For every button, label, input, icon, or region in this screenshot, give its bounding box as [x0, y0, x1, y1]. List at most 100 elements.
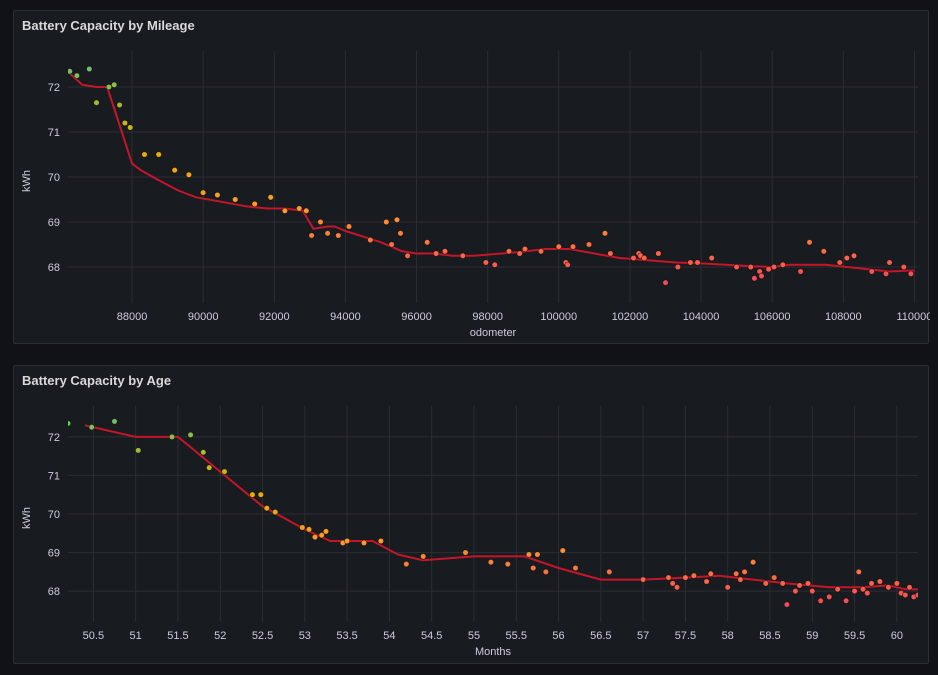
data-point[interactable]	[199, 189, 207, 196]
data-point[interactable]	[585, 241, 593, 248]
data-point[interactable]	[86, 65, 93, 73]
data-point[interactable]	[263, 504, 270, 512]
data-point[interactable]	[902, 591, 909, 599]
data-point[interactable]	[305, 526, 313, 533]
data-point[interactable]	[345, 223, 353, 230]
data-point[interactable]	[281, 207, 289, 214]
data-point[interactable]	[762, 580, 769, 587]
data-point[interactable]	[834, 585, 841, 593]
data-point[interactable]	[462, 549, 469, 556]
data-point[interactable]	[751, 275, 758, 282]
data-point[interactable]	[673, 584, 681, 591]
data-point[interactable]	[200, 449, 207, 456]
data-point[interactable]	[885, 584, 892, 591]
data-point[interactable]	[564, 261, 571, 268]
data-point[interactable]	[393, 216, 401, 223]
data-point[interactable]	[141, 151, 148, 158]
data-point[interactable]	[655, 250, 662, 257]
data-point[interactable]	[792, 587, 799, 595]
data-point[interactable]	[155, 151, 162, 158]
data-point[interactable]	[530, 564, 537, 572]
data-point[interactable]	[257, 491, 264, 498]
data-point[interactable]	[820, 248, 827, 255]
data-point[interactable]	[214, 191, 221, 199]
data-point[interactable]	[459, 252, 466, 259]
data-point[interactable]	[747, 263, 754, 271]
data-point[interactable]	[851, 587, 858, 595]
data-point[interactable]	[249, 491, 256, 498]
data-point[interactable]	[882, 270, 890, 277]
data-point[interactable]	[758, 272, 765, 280]
data-point[interactable]	[311, 533, 319, 541]
data-point[interactable]	[171, 166, 178, 174]
data-point[interactable]	[804, 580, 812, 587]
data-point[interactable]	[665, 574, 672, 581]
data-point[interactable]	[335, 232, 342, 239]
data-point[interactable]	[185, 171, 193, 178]
data-point[interactable]	[606, 568, 613, 576]
data-point[interactable]	[850, 252, 858, 259]
data-point[interactable]	[855, 568, 862, 576]
data-point[interactable]	[65, 420, 72, 427]
data-point[interactable]	[525, 551, 533, 558]
data-point[interactable]	[93, 99, 100, 106]
data-point[interactable]	[741, 568, 748, 576]
data-point[interactable]	[826, 593, 833, 601]
data-point[interactable]	[343, 537, 351, 545]
data-point[interactable]	[770, 263, 778, 271]
data-point[interactable]	[687, 259, 694, 266]
data-point[interactable]	[126, 124, 134, 131]
data-point[interactable]	[322, 528, 330, 535]
data-point[interactable]	[900, 263, 907, 271]
data-point[interactable]	[116, 101, 123, 109]
data-point[interactable]	[906, 584, 913, 591]
data-point[interactable]	[703, 578, 710, 585]
data-point[interactable]	[420, 553, 427, 560]
data-point[interactable]	[505, 248, 513, 255]
data-point[interactable]	[559, 547, 566, 554]
data-point[interactable]	[73, 72, 81, 79]
data-point[interactable]	[669, 580, 676, 587]
data-point[interactable]	[424, 239, 431, 246]
data-point[interactable]	[487, 558, 495, 566]
data-point[interactable]	[690, 572, 698, 579]
data-point[interactable]	[607, 250, 614, 257]
data-point[interactable]	[534, 551, 541, 558]
data-point[interactable]	[886, 259, 893, 266]
data-point[interactable]	[733, 263, 740, 271]
data-point[interactable]	[555, 243, 562, 250]
data-point[interactable]	[110, 81, 118, 88]
data-point[interactable]	[504, 560, 511, 568]
data-point[interactable]	[868, 268, 875, 275]
data-point[interactable]	[377, 537, 385, 545]
data-point[interactable]	[572, 564, 579, 572]
data-point[interactable]	[779, 580, 786, 587]
data-point[interactable]	[205, 464, 213, 471]
data-point[interactable]	[662, 279, 669, 286]
data-point[interactable]	[842, 597, 850, 604]
data-point[interactable]	[303, 207, 310, 214]
data-point[interactable]	[796, 582, 803, 589]
data-point[interactable]	[383, 218, 390, 226]
data-point[interactable]	[724, 584, 731, 591]
data-point[interactable]	[251, 200, 258, 208]
data-point[interactable]	[168, 433, 176, 441]
data-point[interactable]	[708, 254, 715, 262]
data-point[interactable]	[397, 230, 404, 237]
data-point[interactable]	[569, 243, 577, 250]
data-point[interactable]	[388, 241, 395, 248]
data-point[interactable]	[907, 270, 915, 277]
data-point[interactable]	[542, 568, 550, 576]
data-point[interactable]	[868, 580, 875, 587]
data-point[interactable]	[779, 261, 787, 268]
data-point[interactable]	[893, 580, 901, 587]
data-point[interactable]	[296, 205, 303, 212]
data-point[interactable]	[876, 578, 884, 585]
data-point[interactable]	[187, 431, 194, 439]
data-point[interactable]	[771, 574, 778, 581]
data-point[interactable]	[843, 254, 851, 262]
data-point[interactable]	[733, 570, 740, 577]
data-point[interactable]	[783, 601, 791, 608]
data-point[interactable]	[630, 254, 637, 262]
data-point[interactable]	[134, 447, 142, 454]
